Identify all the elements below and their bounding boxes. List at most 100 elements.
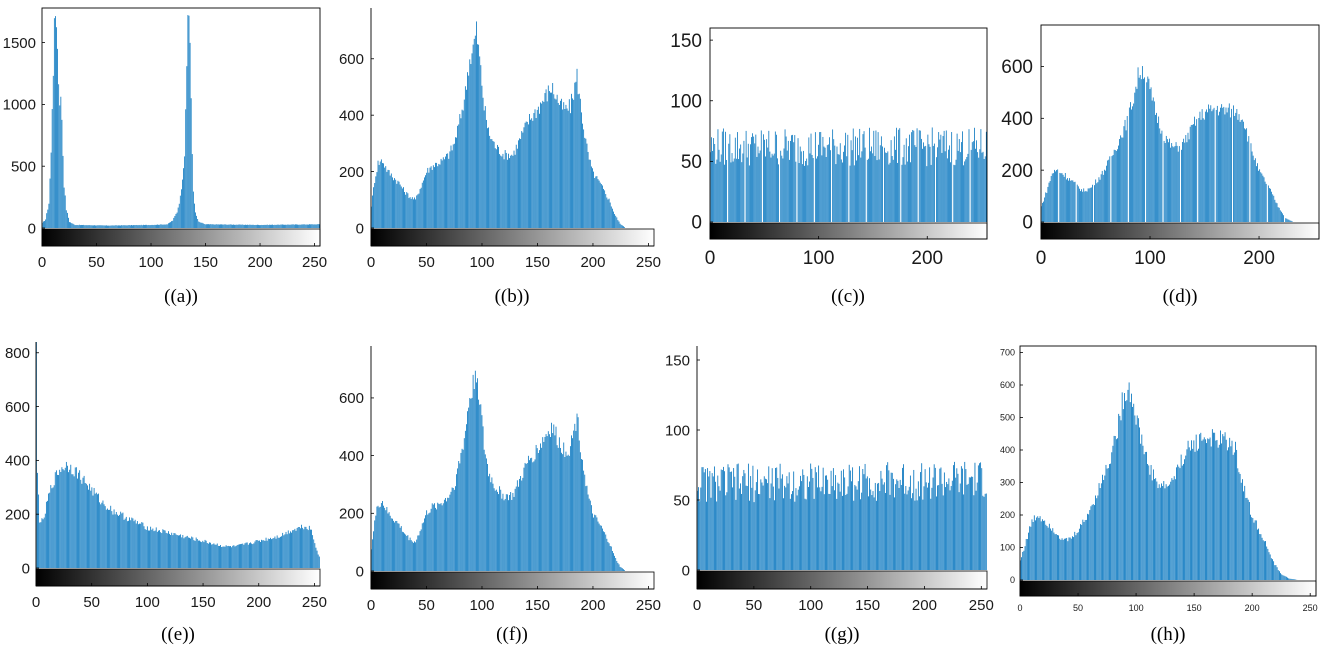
histogram-bar [290,531,291,568]
histogram-bar [1060,173,1062,222]
histogram-bar [375,515,377,571]
histogram-bar [286,534,288,568]
histogram-bar [903,144,905,222]
histogram-bar [894,497,895,570]
histogram-bar [905,486,907,570]
histogram-bar [806,476,808,570]
histogram-bar [1277,570,1279,580]
histogram-bar [1084,520,1086,580]
histogram-bar [154,530,156,568]
histogram-bar [291,224,293,228]
histogram-bar [946,481,948,570]
histogram-bar [981,152,983,222]
histogram-bar [61,467,63,568]
histogram-bar [212,544,214,568]
histogram-bar [717,475,719,570]
histogram-bar [458,461,460,571]
histogram-bar [1280,573,1281,580]
histogram-bar [470,64,472,229]
histogram-bar [520,476,522,571]
histogram-bar [317,224,319,228]
histogram-bar [778,164,779,222]
histogram-bar [84,482,86,568]
histogram-bar [756,156,758,222]
histogram-bar [491,477,493,571]
histogram-bar [768,130,770,222]
histogram-bar [179,195,181,228]
histogram-bar [514,488,516,571]
histogram-bar [267,225,269,228]
histogram-bar [930,498,932,570]
histogram-bar [421,523,423,571]
histogram-bar [606,197,608,228]
histogram-bar [1234,115,1236,222]
histogram-bar [537,453,539,571]
histogram-bar [602,528,603,571]
histogram-bar [866,476,868,570]
histogram-bar [1087,513,1088,580]
histogram-bar [1058,535,1059,580]
histogram-bar [920,472,921,570]
histogram-bar [1218,444,1220,580]
histogram-bar [261,224,263,228]
histogram-bar [1230,446,1232,580]
histogram-bar [375,176,377,228]
histogram-bar [1113,149,1115,222]
histogram-bar [1275,202,1277,222]
histogram-bar [611,550,613,571]
histogram-bar [222,546,224,568]
histogram-bar [598,180,600,228]
histogram-bar [1051,530,1053,580]
histogram-bar [1171,143,1173,222]
histogram-bar [159,530,160,568]
histogram-bar [284,534,286,568]
histogram-bar [1053,532,1055,580]
histogram-bar [1094,505,1095,580]
histogram-bar [138,224,140,228]
histogram-bar [887,151,889,222]
histogram-bar [261,539,262,568]
histogram-bar [862,469,864,570]
histogram-bar [83,475,85,568]
histogram-bar [547,431,549,571]
histogram-bar [1270,558,1272,580]
histogram-bar [312,224,314,228]
histogram-bar [69,469,71,568]
histogram-bar [543,101,545,228]
histogram-bar [604,190,606,228]
histogram-bar [826,475,827,570]
histogram-bar [398,181,400,228]
histogram-bar [1242,479,1243,580]
histogram-bar [1216,439,1218,580]
histogram-bar [891,472,893,570]
histogram-bar [1260,534,1262,580]
histogram-bar [258,540,260,568]
histogram-bar [710,497,712,570]
axes-box [1040,24,1320,240]
histogram-bar [296,224,297,228]
histogram-bar [720,469,722,570]
histogram-bar [66,212,68,228]
histogram-bar [1064,172,1066,222]
histogram-bar [308,525,310,568]
histogram-bar [1147,463,1149,580]
histogram-bar [232,545,234,568]
histogram-bar [949,490,951,570]
histogram-bar [238,224,240,228]
histogram-bar [1067,178,1068,222]
histogram-bar [854,136,856,222]
y-tick-label: 600 [5,399,30,416]
histogram-bar [617,220,619,228]
histogram-bar [255,224,257,228]
histogram-bar [1206,443,1207,580]
histogram-bar [728,143,730,222]
histogram-bar [108,509,109,568]
histogram-bar [466,424,467,571]
histogram-bar [1248,502,1250,580]
histogram-bar [773,153,775,222]
histogram-bar [771,153,773,222]
histogram-bar [272,538,274,568]
histogram-bar [413,542,414,571]
histogram-bar [258,224,259,228]
histogram-bar [48,203,50,228]
